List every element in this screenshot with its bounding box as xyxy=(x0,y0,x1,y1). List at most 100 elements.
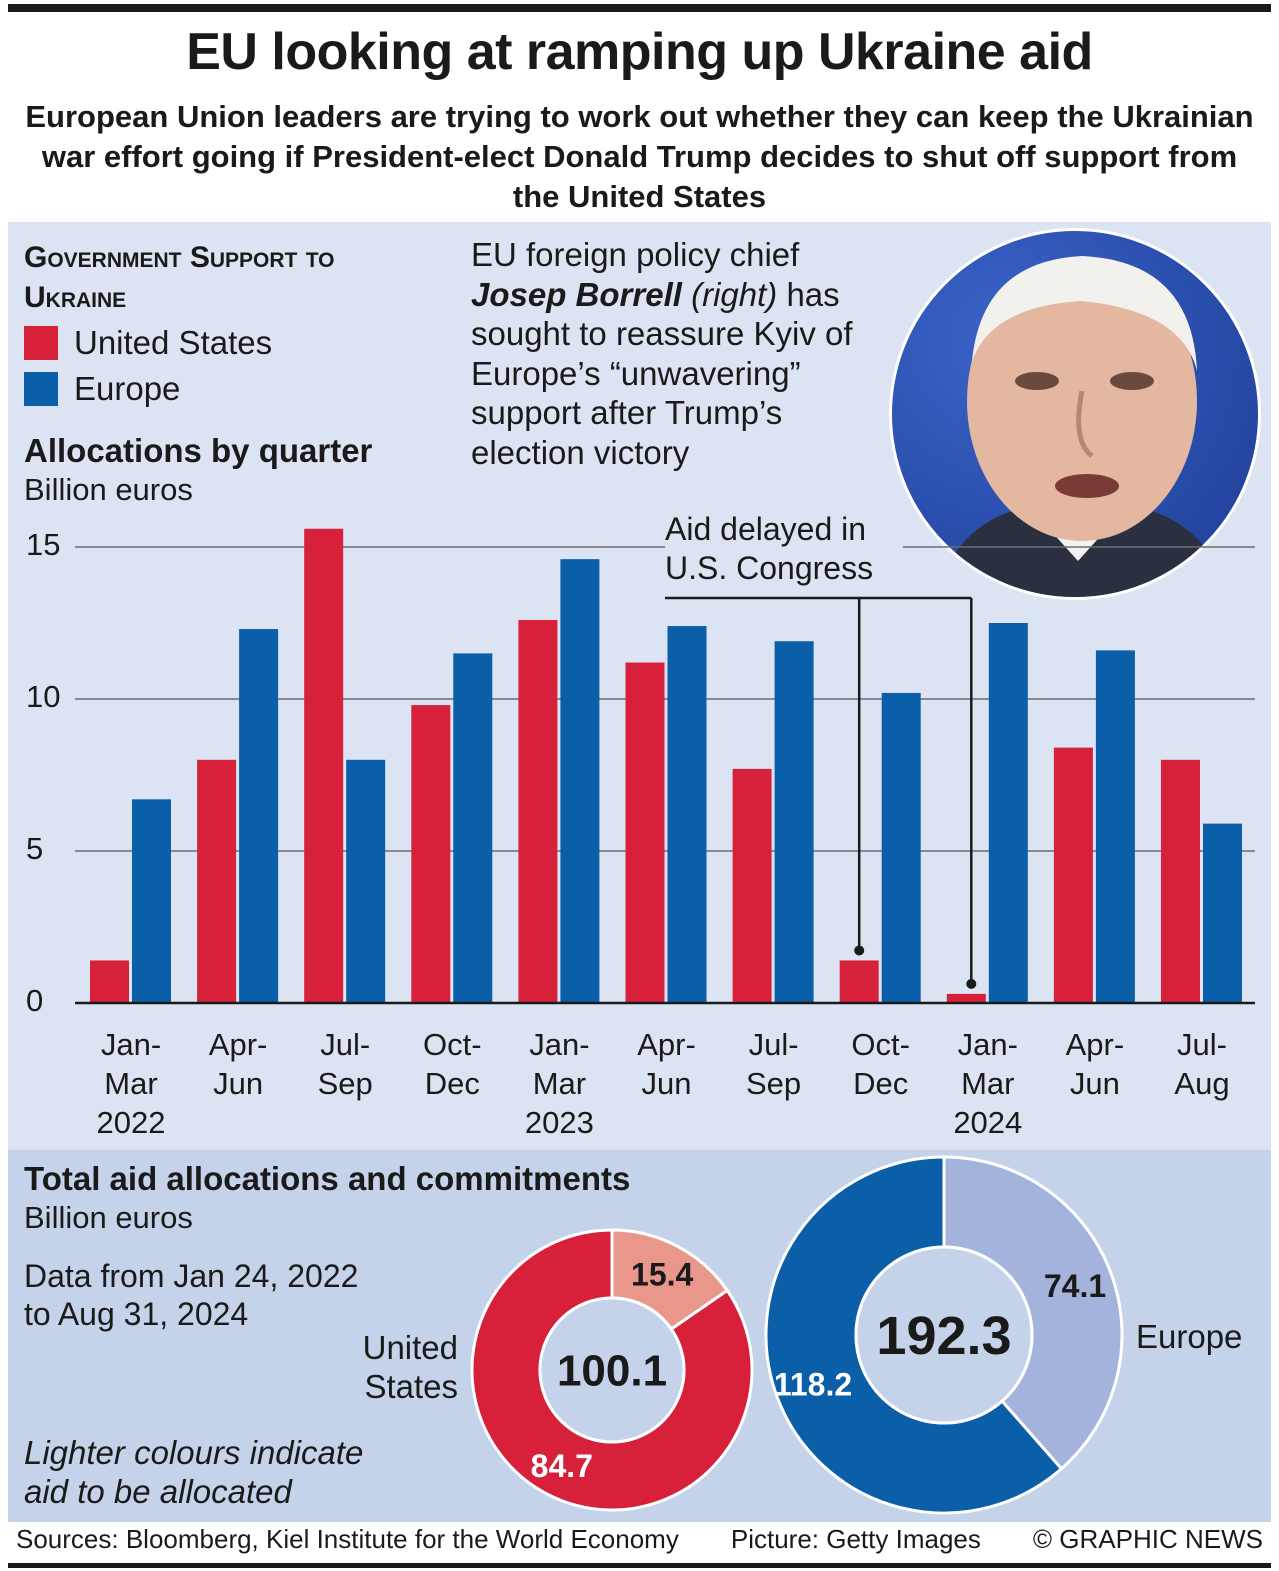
x-tick-line xyxy=(617,1103,717,1142)
x-tick-label: Apr- Jun xyxy=(188,1025,288,1142)
x-tick-line xyxy=(402,1103,502,1142)
us-donut-total: 100.1 xyxy=(557,1346,667,1395)
x-tick-line: 2023 xyxy=(524,1105,594,1140)
y-tick-label: 0 xyxy=(26,983,44,1018)
us-donut-slice-label: 84.7 xyxy=(531,1448,593,1484)
date-range-line: to Aug 31, 2024 xyxy=(24,1296,249,1332)
europe-donut-slice-label: 74.1 xyxy=(1044,1268,1106,1304)
chart-title: Allocations by quarter xyxy=(24,432,373,469)
picture-credit: Picture: Getty Images xyxy=(730,1524,981,1554)
x-tick-line: Jun xyxy=(1069,1066,1120,1101)
borrell-photo xyxy=(889,228,1261,600)
x-tick-line: Jan- xyxy=(957,1027,1018,1062)
europe-donut-total: 192.3 xyxy=(876,1306,1011,1366)
x-tick-line: Jun xyxy=(213,1066,264,1101)
us-bar xyxy=(90,960,129,1003)
legend-item-europe: Europe xyxy=(24,370,180,408)
x-tick-label: Jan- Mar 2024 xyxy=(938,1025,1038,1142)
x-tick-label: Apr- Jun xyxy=(1045,1025,1145,1142)
europe-bar xyxy=(1095,650,1135,1003)
footer: Sources: Bloomberg, Kiel Institute for t… xyxy=(16,1524,1263,1555)
sources: Sources: Bloomberg, Kiel Institute for t… xyxy=(16,1524,679,1554)
annotation-dot xyxy=(966,978,977,989)
caption-text: sought to reassure Kyiv of Europe’s “unw… xyxy=(471,315,853,471)
europe-bar xyxy=(774,641,814,1003)
x-tick-line: Jun xyxy=(641,1066,692,1101)
x-tick-line: Mar xyxy=(104,1066,158,1101)
x-tick-label: Jan- Mar 2023 xyxy=(509,1025,609,1142)
lighter-colours-note: Lighter colours indicate aid to be alloca… xyxy=(24,1433,363,1511)
x-tick-line: Sep xyxy=(317,1066,373,1101)
europe-swatch xyxy=(24,372,58,406)
us-bar xyxy=(1053,747,1093,1003)
x-tick-line: Oct- xyxy=(851,1027,910,1062)
x-tick-line: Apr- xyxy=(1065,1027,1125,1062)
y-tick-label: 5 xyxy=(26,831,44,866)
x-tick-line xyxy=(188,1103,288,1142)
caption-text: has xyxy=(777,275,840,313)
x-tick-label: Jul- Sep xyxy=(724,1025,824,1142)
europe-bar xyxy=(453,653,493,1003)
x-tick-label: Jul- Aug xyxy=(1152,1025,1252,1142)
legend-label: United States xyxy=(74,324,273,361)
us-donut-hole xyxy=(538,1296,686,1444)
x-tick-line: 2022 xyxy=(96,1105,166,1140)
bottom-rule xyxy=(8,1563,1271,1568)
europe-bar xyxy=(132,799,171,1003)
x-tick-label: Jul- Sep xyxy=(295,1025,395,1142)
x-tick-line: Aug xyxy=(1174,1066,1230,1101)
us-bar xyxy=(1161,759,1200,1003)
us-bar xyxy=(946,993,986,1003)
europe-donut-slice-label: 118.2 xyxy=(774,1367,852,1403)
note-line: Lighter colours indicate xyxy=(24,1434,364,1471)
x-tick-label: Oct- Dec xyxy=(831,1025,931,1142)
us-bar xyxy=(839,960,879,1003)
caption-name: Josep Borrell xyxy=(471,275,682,313)
europe-bar xyxy=(560,559,600,1003)
x-tick-line: Dec xyxy=(853,1066,909,1101)
us-donut-label: United States xyxy=(330,1328,458,1406)
date-range-line: Data from Jan 24, 2022 xyxy=(24,1258,359,1294)
x-tick-line: Jul- xyxy=(320,1027,371,1062)
x-tick-line xyxy=(724,1103,824,1142)
x-tick-line xyxy=(831,1103,931,1142)
x-tick-label: Apr- Jun xyxy=(617,1025,717,1142)
subtitle: European Union leaders are trying to wor… xyxy=(25,99,1254,214)
totals-unit: Billion euros xyxy=(24,1200,193,1235)
x-tick-line xyxy=(1045,1103,1145,1142)
totals-title: Total aid allocations and commitments xyxy=(24,1160,631,1197)
page-title: EU looking at ramping up Ukraine aid xyxy=(186,23,1093,81)
y-tick-label: 10 xyxy=(26,679,61,714)
us-bar xyxy=(732,768,772,1003)
caption-right: (right) xyxy=(691,275,778,313)
europe-bar xyxy=(239,629,279,1003)
x-tick-line: Apr- xyxy=(637,1027,696,1062)
us-bar xyxy=(411,705,451,1003)
x-tick-line: Mar xyxy=(961,1066,1015,1101)
europe-bar xyxy=(346,759,386,1003)
europe-donut-label: Europe xyxy=(1136,1318,1243,1355)
us-bar xyxy=(625,662,665,1003)
annotation-leader-line xyxy=(665,596,973,984)
europe-bar xyxy=(988,623,1028,1003)
x-tick-line: 2024 xyxy=(953,1105,1023,1140)
x-tick-line xyxy=(295,1103,395,1142)
copyright: © GRAPHIC NEWS xyxy=(1032,1524,1263,1554)
annotation-aid-delayed: Aid delayed in U.S. Congress xyxy=(665,510,903,588)
x-tick-line: Dec xyxy=(424,1066,480,1101)
x-tick-line: Mar xyxy=(532,1066,587,1101)
note-line: aid to be allocated xyxy=(24,1473,292,1510)
x-tick-line: Jul- xyxy=(748,1027,799,1062)
x-tick-line xyxy=(1152,1103,1252,1142)
caption-text: EU foreign policy chief xyxy=(471,236,800,273)
label-line: States xyxy=(364,1368,458,1405)
legend-title: Government Support to Ukraine xyxy=(24,241,335,314)
legend-label: Europe xyxy=(74,370,181,407)
date-range: Data from Jan 24, 2022 to Aug 31, 2024 xyxy=(24,1257,358,1333)
us-swatch xyxy=(24,326,58,360)
chart-unit: Billion euros xyxy=(24,472,193,507)
x-tick-line: Oct- xyxy=(423,1027,482,1062)
photo-caption: EU foreign policy chief Josep Borrell (r… xyxy=(471,235,891,472)
